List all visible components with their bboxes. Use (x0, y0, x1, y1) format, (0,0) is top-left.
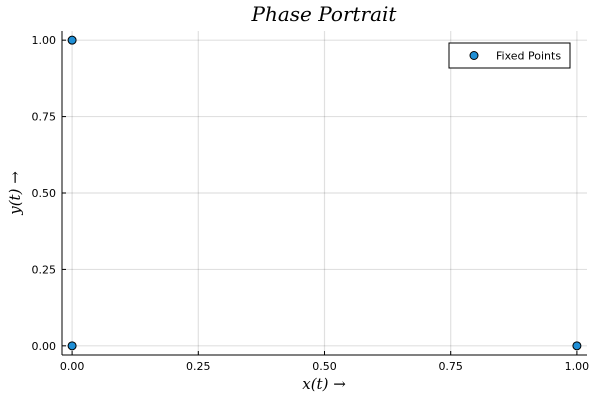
y-tick-label: 0.00 (32, 340, 57, 353)
data-points (67, 35, 582, 351)
legend: Fixed Points (448, 42, 571, 69)
data-point (67, 35, 77, 45)
legend-box (448, 42, 571, 69)
legend-marker-icon (469, 51, 479, 60)
x-tick-label: 0.75 (438, 360, 463, 373)
chart-title: Phase Portrait (251, 2, 398, 26)
y-tick-label: 0.75 (32, 111, 57, 124)
x-tick-label: 0.00 (60, 360, 85, 373)
x-tick-label: 0.50 (312, 360, 337, 373)
data-point (67, 341, 77, 351)
y-axis-title: y(t) → (6, 171, 24, 216)
legend-label: Fixed Points (496, 50, 561, 63)
y-tick-label: 0.50 (32, 187, 57, 200)
x-axis-title: x(t) → (302, 375, 346, 393)
axis-ticks: 0.00 0.25 0.50 0.75 1.00 0.00 0.25 0.50 0.75 1.00 (32, 34, 590, 373)
y-tick-label: 0.25 (32, 263, 57, 276)
x-tick-label: 0.25 (186, 360, 211, 373)
y-tick-label: 1.00 (32, 34, 57, 47)
data-point (572, 341, 582, 351)
grid-lines (62, 31, 587, 355)
x-tick-label: 1.00 (565, 360, 590, 373)
